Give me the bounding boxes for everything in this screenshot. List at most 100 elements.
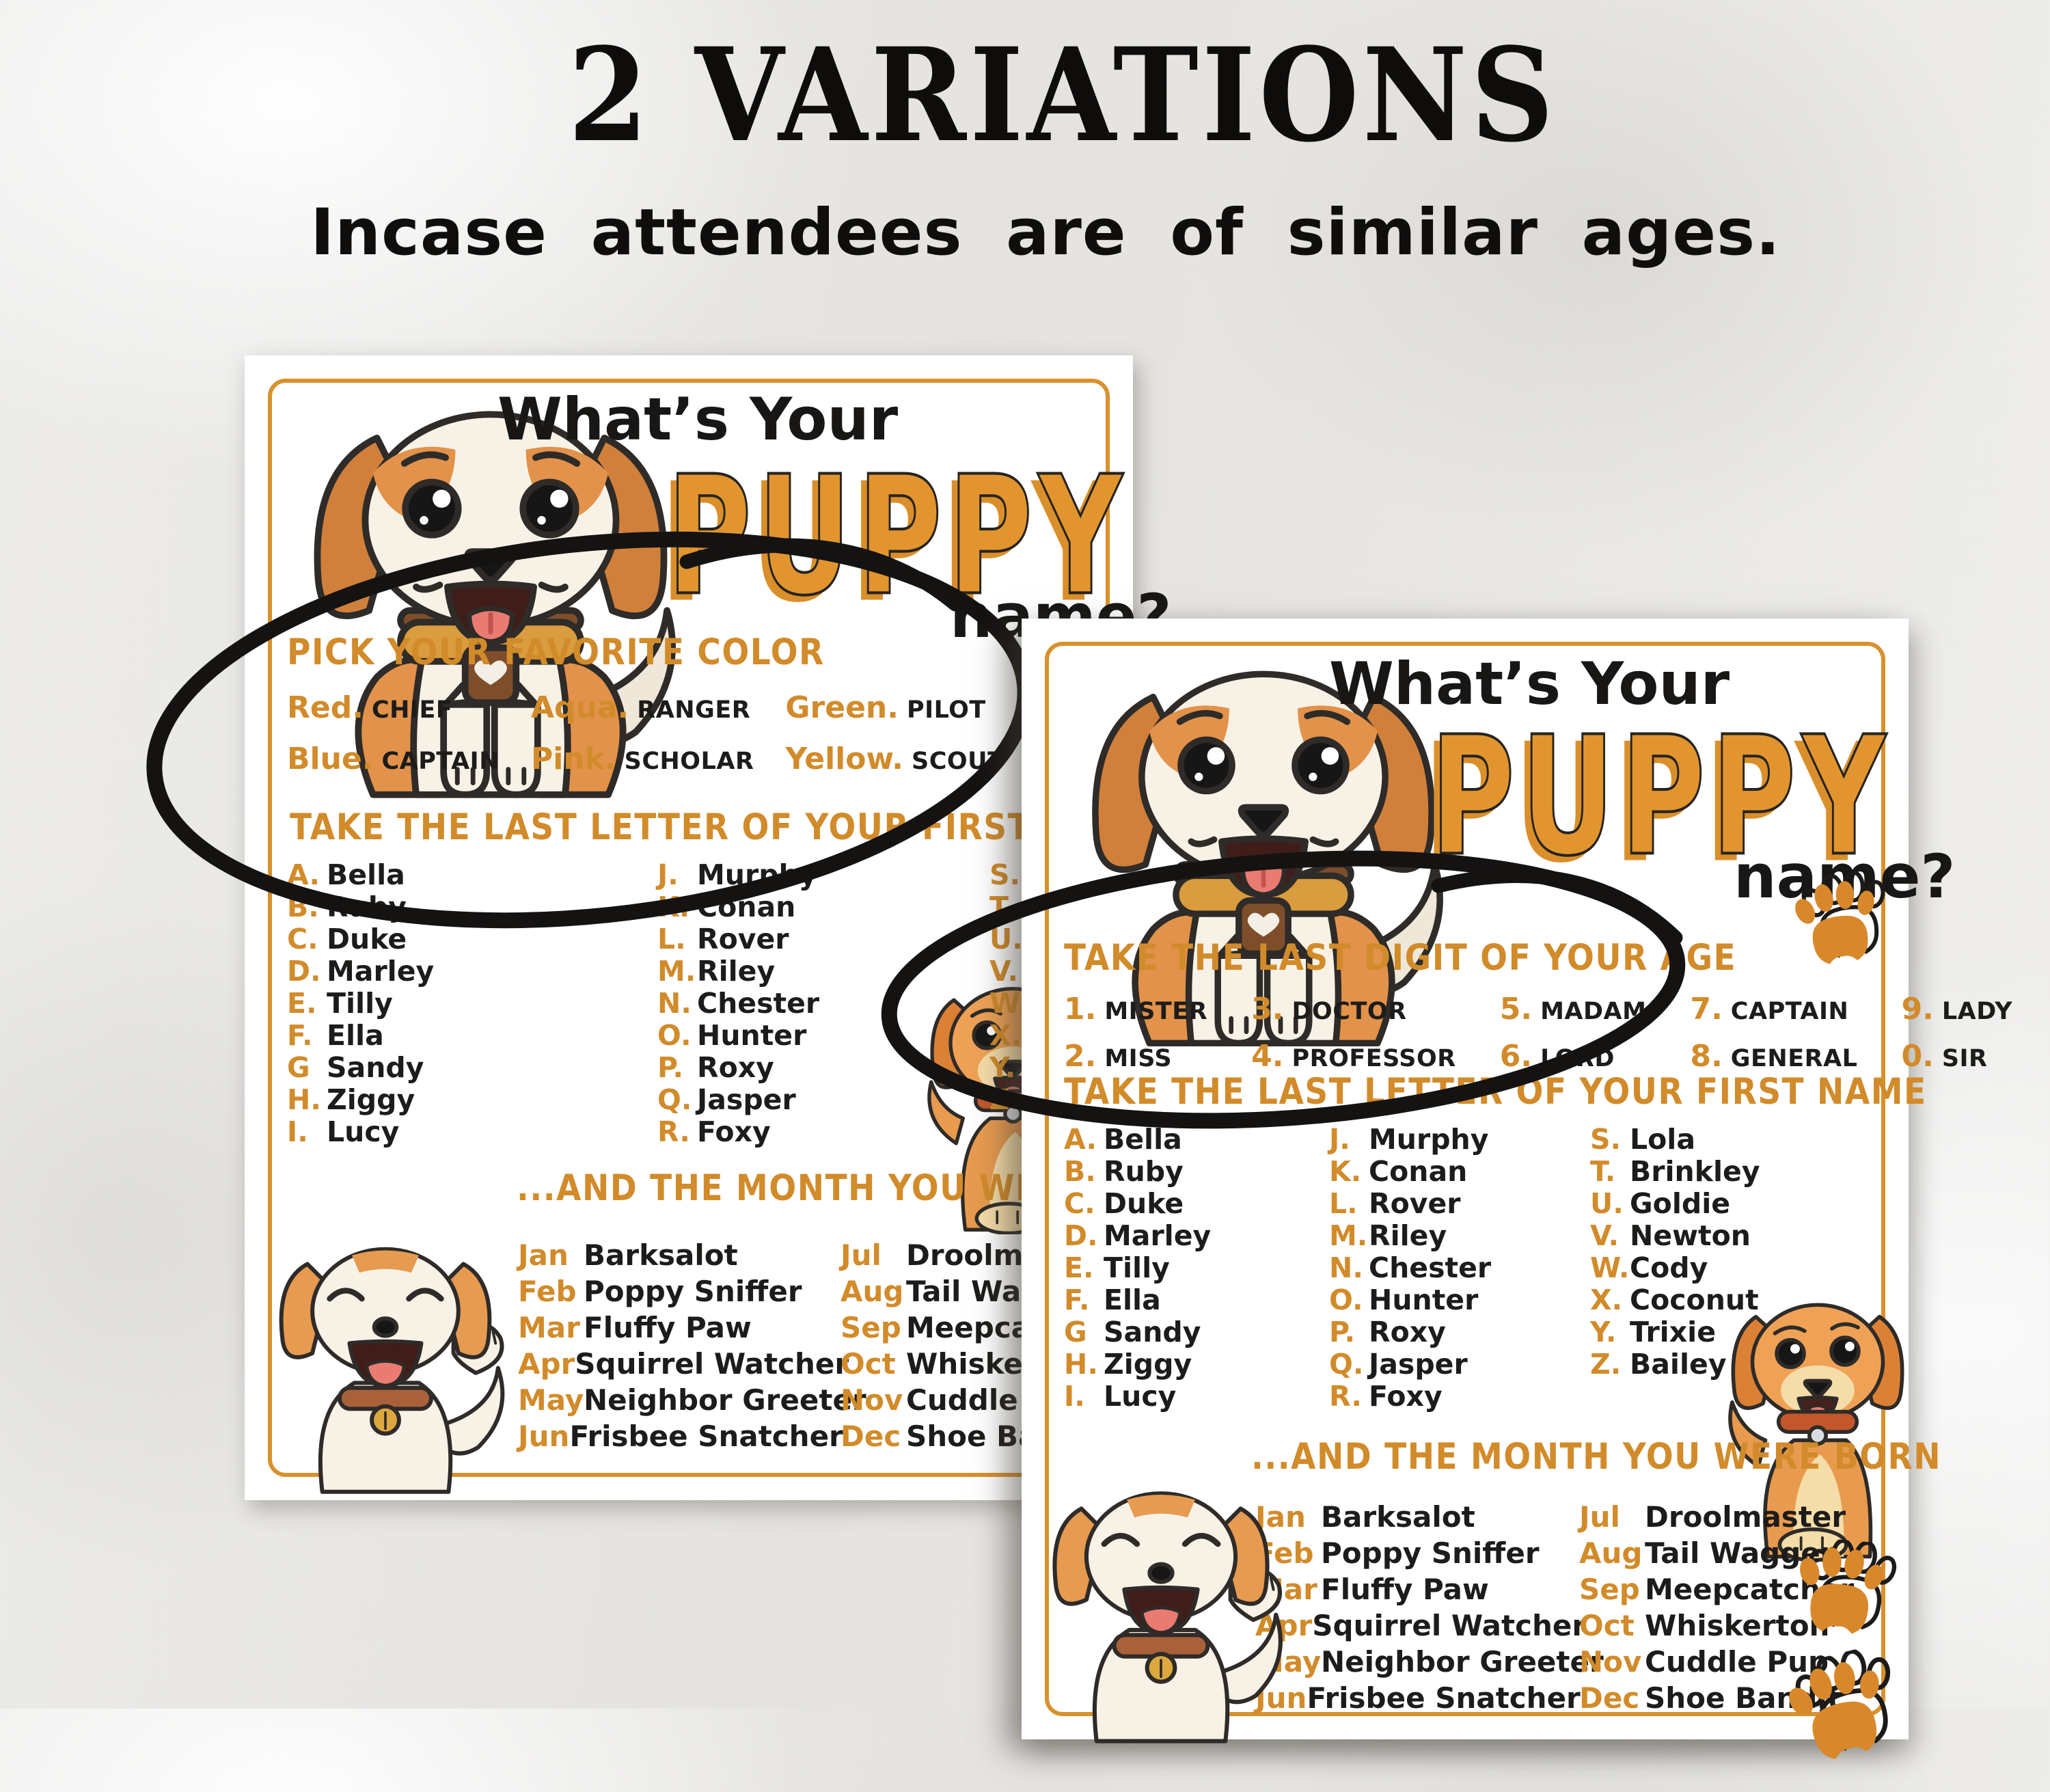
letter-column: J. Murphy K. Conan L. Rover M. Riley N. Chest…	[1329, 1123, 1590, 1413]
letter-key: M.	[657, 955, 696, 988]
letter-key: D.	[287, 955, 321, 988]
letter-row: B. Ruby	[287, 891, 657, 923]
letter-key: C.	[287, 923, 318, 955]
letter-key: E.	[287, 987, 317, 1020]
letter-row: M. Riley	[657, 955, 989, 988]
letter-key: R.	[657, 1115, 690, 1148]
month-key: Feb	[518, 1275, 577, 1308]
letter-name: Jasper	[697, 1083, 796, 1116]
month-key: Dec	[840, 1420, 901, 1453]
color-name-pair: Red. CHIEF	[287, 690, 500, 725]
month-key: Aug	[1579, 1536, 1643, 1570]
color-value: CAPTAIN	[381, 748, 500, 775]
letter-name: Marley	[1104, 1219, 1212, 1252]
color-name-pair: Aqua. RANGER	[531, 690, 754, 725]
letter-row: L. Rover	[657, 923, 989, 955]
letter-name: Lucy	[327, 1115, 400, 1148]
letter-key: A.	[1064, 1123, 1097, 1156]
letter-key: A.	[287, 858, 320, 891]
month-name: Poppy Sniffer	[1321, 1536, 1540, 1570]
letter-key: J.	[1329, 1123, 1350, 1156]
page-subtitle: Incase attendees are of similar ages.	[310, 195, 1781, 270]
month-row: Mar Fluffy Paw	[518, 1311, 840, 1347]
letter-name: Cody	[1630, 1251, 1708, 1284]
letter-row: J. Murphy	[657, 858, 989, 891]
letter-key: T.	[1590, 1155, 1616, 1188]
game-card-color-variation: What’s Your PUPPY name? PICK YOUR FAVORI…	[245, 355, 1415, 1500]
letter-section-heading: TAKE THE LAST LETTER OF YOUR FIRST NAME	[1064, 1071, 1927, 1113]
letter-name: Ella	[327, 1019, 384, 1052]
month-name: Neighbor Greeter	[584, 1383, 866, 1417]
month-name: Fluffy Paw	[1321, 1573, 1489, 1606]
age-title-pair: 7. CAPTAIN	[1690, 992, 1857, 1027]
month-key: Jun	[518, 1420, 570, 1453]
age-title: LADY	[1941, 998, 2013, 1025]
letter-key: B.	[287, 891, 319, 923]
letter-name: Newton	[1630, 1219, 1751, 1252]
month-name: Frisbee Snatcher	[1307, 1681, 1581, 1715]
letter-row: B. Ruby	[1064, 1155, 1329, 1188]
paw-print-icon	[1789, 867, 1898, 968]
letter-name: Rover	[1369, 1187, 1461, 1220]
age-title-pair: 1. MISTER	[1064, 992, 1207, 1027]
letter-name: Conan	[1369, 1155, 1468, 1188]
month-row: Apr Squirrel Watcher	[518, 1347, 849, 1383]
game-card-age-variation: What’s Your PUPPY name? TAKE THE LAST DI…	[1022, 619, 2012, 1768]
letter-row: K. Conan	[657, 891, 989, 923]
month-name: Squirrel Watcher	[575, 1347, 849, 1381]
month-name: Droolmaster	[1645, 1500, 1846, 1534]
letter-key: O.	[657, 1019, 692, 1052]
age-digit: 1.	[1064, 992, 1097, 1027]
month-key: Dec	[1579, 1681, 1640, 1715]
letter-name: Riley	[697, 955, 776, 988]
color-value: CHIEF	[371, 696, 453, 724]
letter-name: Tilly	[327, 987, 393, 1020]
month-key: Nov	[1579, 1645, 1642, 1679]
letter-row: T. Brinkley	[1590, 1155, 1760, 1188]
letter-key: V.	[1590, 1219, 1620, 1252]
laughing-puppy-illustration	[1027, 1478, 1295, 1746]
letter-row: Q. Jasper	[657, 1083, 989, 1116]
age-title: MISTER	[1104, 998, 1208, 1025]
letter-key: C.	[1064, 1187, 1095, 1220]
color-label: Blue.	[287, 742, 374, 776]
letter-row: F. Ella	[1064, 1284, 1329, 1316]
color-label: Yellow.	[785, 742, 904, 776]
letter-key: Q.	[657, 1083, 692, 1116]
letter-row: D. Marley	[287, 955, 657, 988]
month-name: Cuddle Pup	[1645, 1645, 1829, 1679]
letter-name: Chester	[1369, 1251, 1492, 1284]
age-title-pair: 5. MADAM	[1500, 992, 1647, 1027]
month-name: Frisbee Snatcher	[569, 1420, 843, 1453]
letter-row: G Sandy	[287, 1051, 657, 1084]
age-section-heading: TAKE THE LAST DIGIT OF YOUR AGE	[1064, 937, 1737, 979]
letter-key: I.	[287, 1115, 308, 1148]
color-name-pair: Blue. CAPTAIN	[287, 742, 500, 776]
age-title: CAPTAIN	[1730, 998, 1849, 1025]
month-row: Nov Cuddle Pup	[1579, 1645, 1854, 1681]
letter-row: W.Cody	[1590, 1251, 1760, 1284]
letter-name: Hunter	[697, 1019, 807, 1052]
letter-key: F.	[1064, 1284, 1090, 1316]
letter-row: Q. Jasper	[1329, 1348, 1590, 1381]
letter-name: Goldie	[1630, 1187, 1731, 1220]
month-key: Sep	[1579, 1573, 1640, 1606]
letter-name: Duke	[1104, 1187, 1184, 1220]
color-name-pair: Yellow. SCOUT	[785, 742, 1004, 776]
letter-key: F.	[287, 1019, 313, 1052]
age-title: DOCTOR	[1292, 998, 1407, 1025]
letter-row: D. Marley	[1064, 1219, 1329, 1252]
age-title-pair: 3. DOCTOR	[1251, 992, 1456, 1027]
letter-name: Conan	[697, 891, 796, 923]
letter-key: B.	[1064, 1155, 1096, 1188]
letter-row: R. Foxy	[1329, 1380, 1590, 1413]
age-digit: 3.	[1251, 992, 1284, 1027]
letter-row: C. Duke	[1064, 1187, 1329, 1220]
age-digit: 6.	[1499, 1039, 1533, 1074]
month-name: Squirrel Watcher	[1312, 1609, 1587, 1642]
month-row: Mar Fluffy Paw	[1255, 1573, 1579, 1609]
letter-name: Bailey	[1630, 1348, 1727, 1381]
letter-key: M.	[1329, 1219, 1368, 1252]
letter-row: K. Conan	[1329, 1155, 1590, 1188]
letter-name: Jasper	[1369, 1348, 1468, 1381]
